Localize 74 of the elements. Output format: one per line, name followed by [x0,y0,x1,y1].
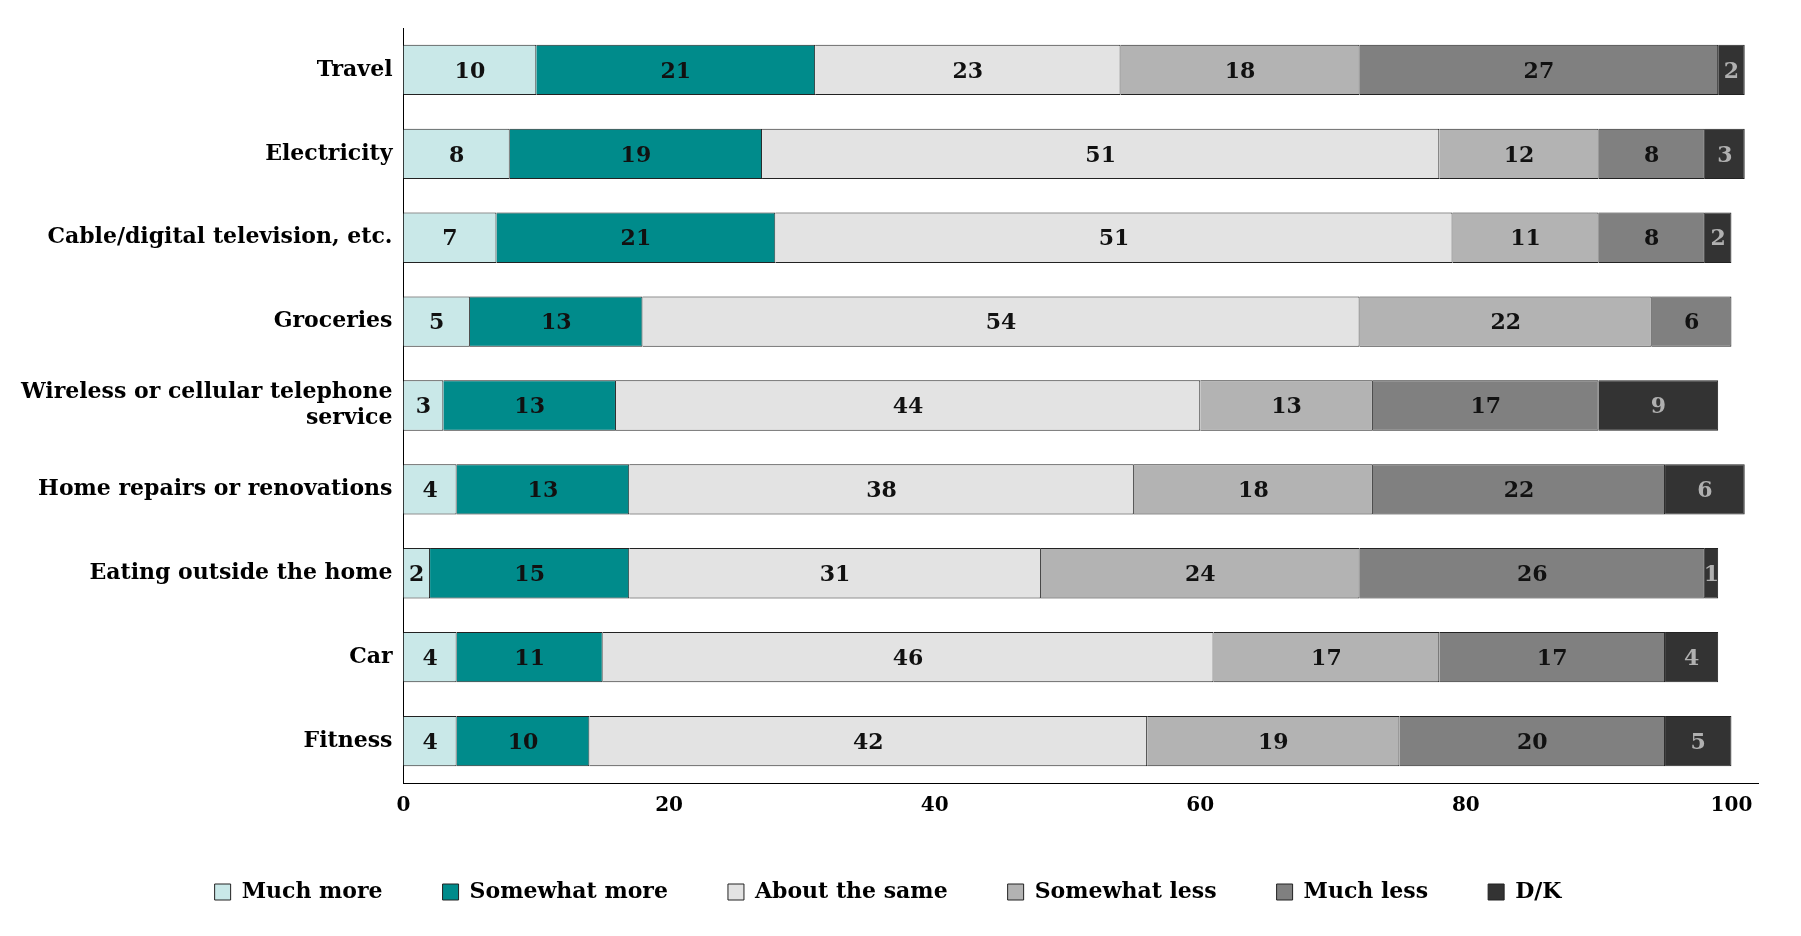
data-label: 4 [422,643,438,670]
data-label: 19 [1257,727,1289,754]
data-label: 17 [1536,643,1568,670]
x-tick-label: 20 [655,792,684,817]
data-label: 27 [1523,56,1555,83]
data-label: 46 [892,643,924,670]
data-label: 9 [1650,392,1667,419]
legend-label: Somewhat less [1034,876,1217,903]
y-tick-label: Travel [316,54,393,81]
legend-label: Much more [241,876,383,903]
legend-label: D/K [1515,876,1563,903]
y-tick-label: Home repairs or renovations [38,474,393,501]
data-label: 51 [1098,224,1130,251]
y-tick-label: Groceries [273,306,393,333]
data-label: 11 [1510,224,1541,251]
data-label: 20 [1516,727,1548,754]
data-label: 3 [1717,140,1733,167]
y-tick-label: Fitness [303,725,393,752]
data-label: 11 [514,643,545,670]
x-tick-label: 0 [396,792,411,817]
data-label: 17 [1311,643,1342,670]
data-label: 3 [415,392,432,419]
data-label: 24 [1184,560,1216,586]
data-label: 13 [1271,392,1302,419]
data-label: 19 [620,140,652,167]
data-label: 44 [892,392,924,419]
legend-label: About the same [753,876,948,903]
data-label: 10 [454,56,486,83]
data-label: 26 [1516,560,1548,586]
data-label: 6 [1683,308,1700,335]
data-label: 13 [527,476,559,503]
x-tick-label: 40 [920,792,949,817]
data-label: 42 [852,727,884,754]
data-label: 7 [442,224,458,251]
data-label: 8 [448,140,465,167]
data-label: 17 [1470,392,1502,419]
data-label: 21 [620,224,652,251]
y-tick-label: Cable/digital television, etc. [47,222,393,249]
data-label: 38 [866,476,897,503]
y-tick-label: Car [349,641,393,668]
data-label: 5 [1690,727,1706,754]
data-label: 8 [1644,140,1660,167]
data-label: 54 [985,308,1017,335]
data-label: 5 [429,308,445,335]
data-label: 8 [1644,224,1660,251]
data-label: 2 [1723,56,1740,83]
data-label: 6 [1697,476,1713,503]
legend-label: Somewhat more [469,876,668,903]
data-label: 23 [952,56,984,83]
data-label: 51 [1085,140,1116,167]
data-label: 15 [514,560,545,586]
data-label: 4 [1683,643,1700,670]
data-label: 13 [540,308,572,335]
data-label: 18 [1224,56,1256,83]
data-label: 2 [409,560,425,586]
x-tick-label: 60 [1186,792,1215,817]
data-label: 22 [1503,476,1535,503]
legend-label: Much less [1303,876,1429,903]
data-label: 12 [1503,140,1535,167]
data-label: 4 [422,727,438,754]
data-label: 2 [1710,224,1726,251]
data-label: 18 [1238,476,1269,503]
data-label: 1 [1703,560,1720,586]
data-label: 10 [507,727,539,754]
data-label: 31 [819,560,851,586]
data-label: 21 [660,56,692,83]
x-tick-label: 80 [1451,792,1480,817]
data-label: 22 [1490,308,1521,335]
data-label: 4 [422,476,438,503]
data-label: 13 [514,392,545,419]
y-tick-label: Eating outside the home [89,558,393,584]
y-tick-label: Wireless or cellular telephone service [20,377,393,430]
x-tick-label: 100 [1710,792,1753,817]
y-tick-label: Electricity [265,138,394,165]
